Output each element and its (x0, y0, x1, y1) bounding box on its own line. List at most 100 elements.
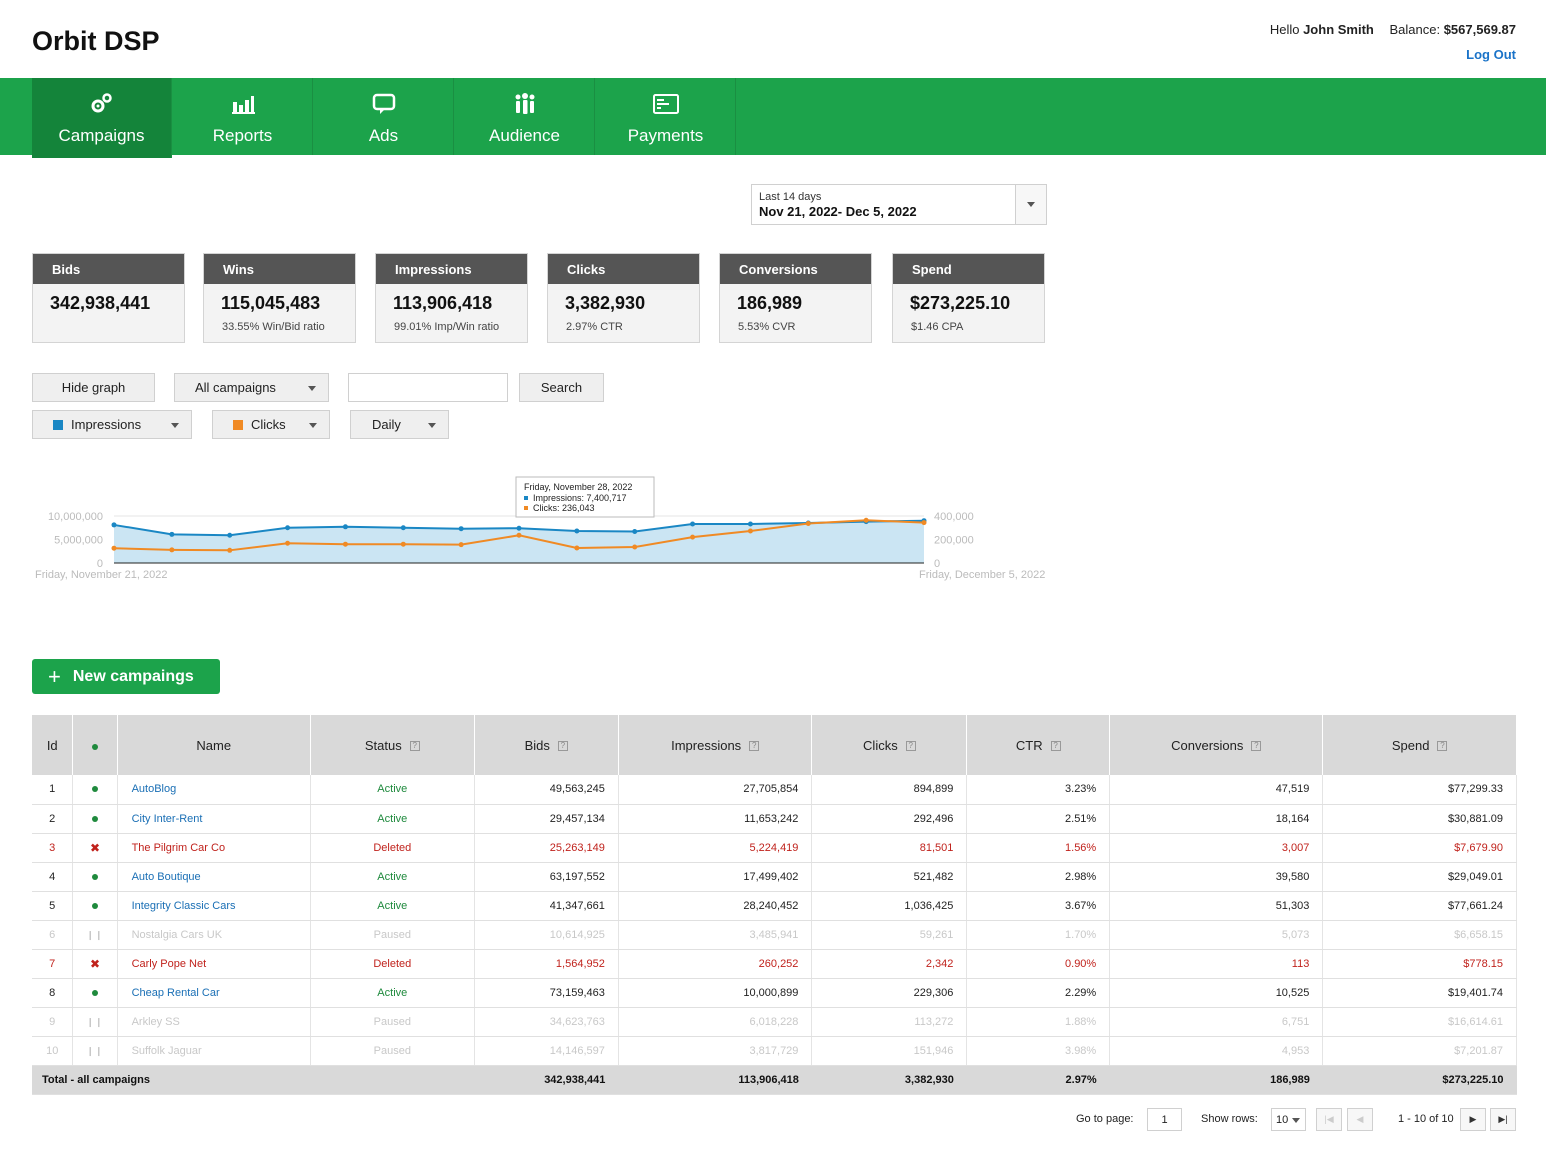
impressions-point[interactable] (169, 531, 175, 537)
nav-tab-payments[interactable]: Payments (596, 78, 736, 155)
search-input[interactable] (348, 373, 508, 402)
cell-name-link[interactable]: Carly Pope Net (117, 949, 311, 979)
table-row[interactable]: 10 ❙❙ Suffolk Jaguar Paused 14,146,597 3,817,… (32, 1036, 1517, 1066)
cell-name-link[interactable]: City Inter-Rent (117, 804, 311, 834)
goto-page-input[interactable]: 1 (1147, 1108, 1182, 1131)
clicks-point[interactable] (690, 534, 696, 540)
cell-name-link[interactable]: The Pilgrim Car Co (117, 833, 311, 863)
col-clicks[interactable]: Clicks? (811, 715, 968, 775)
clicks-point[interactable] (747, 528, 753, 534)
col-ctr[interactable]: CTR? (966, 715, 1111, 775)
table-row[interactable]: 8 Cheap Rental Car Active 73,159,463 10,000,… (32, 978, 1517, 1008)
rows-per-page-select[interactable]: 10 (1271, 1108, 1306, 1131)
cell-state[interactable] (72, 862, 118, 892)
prev-page-button[interactable]: ◀ (1347, 1108, 1373, 1131)
first-page-button[interactable]: |◀ (1316, 1108, 1342, 1131)
cell-state[interactable] (72, 978, 118, 1008)
help-icon[interactable]: ? (749, 741, 760, 752)
clicks-point[interactable] (458, 542, 464, 548)
hide-graph-button[interactable]: Hide graph (32, 373, 155, 402)
campaign-filter-select[interactable]: All campaigns (174, 373, 329, 402)
clicks-point[interactable] (921, 520, 927, 526)
cell-name-link[interactable]: Nostalgia Cars UK (117, 920, 311, 950)
col-state[interactable] (72, 715, 118, 775)
y-right-tick-label: 0 (934, 558, 940, 570)
impressions-point[interactable] (747, 521, 753, 527)
table-row[interactable]: 3 ✖ The Pilgrim Car Co Deleted 25,263,149 5,2… (32, 833, 1517, 863)
table-row[interactable]: 9 ❙❙ Arkley SS Paused 34,623,763 6,018,228 113… (32, 1007, 1517, 1037)
help-icon[interactable]: ? (1050, 741, 1061, 752)
cell-name-link[interactable]: Arkley SS (117, 1007, 311, 1037)
granularity-select[interactable]: Daily (350, 410, 449, 439)
impressions-point[interactable] (342, 524, 348, 530)
cell-name-link[interactable]: Auto Boutique (117, 862, 311, 892)
cell-state[interactable]: ❙❙ (72, 920, 118, 950)
new-campaign-button[interactable]: + New campaings (32, 659, 220, 694)
impressions-point[interactable] (632, 529, 638, 535)
cell-name-link[interactable]: Suffolk Jaguar (117, 1036, 311, 1066)
impressions-point[interactable] (400, 525, 406, 531)
cell-name-link[interactable]: Integrity Classic Cars (117, 891, 311, 921)
cell-state[interactable] (72, 775, 118, 805)
metric1-select[interactable]: Impressions (32, 410, 192, 439)
help-icon[interactable]: ? (1251, 741, 1262, 752)
search-button[interactable]: Search (519, 373, 604, 402)
table-row[interactable]: 4 Auto Boutique Active 63,197,552 17,499,402… (32, 862, 1517, 892)
help-icon[interactable]: ? (905, 741, 916, 752)
impressions-point[interactable] (458, 526, 464, 532)
cell-state[interactable]: ✖ (72, 949, 118, 979)
clicks-point[interactable] (227, 547, 233, 553)
impressions-point[interactable] (516, 525, 522, 531)
col-status[interactable]: Status? (310, 715, 475, 775)
table-row[interactable]: 1 AutoBlog Active 49,563,245 27,705,854 894,8… (32, 775, 1517, 805)
nav-tab-reports[interactable]: Reports (173, 78, 313, 155)
help-icon[interactable]: ? (1437, 741, 1448, 752)
col-conversions[interactable]: Conversions? (1109, 715, 1324, 775)
metric2-select[interactable]: Clicks (212, 410, 330, 439)
table-row[interactable]: 7 ✖ Carly Pope Net Deleted 1,564,952 260,252 2… (32, 949, 1517, 979)
last-page-button[interactable]: ▶| (1490, 1108, 1516, 1131)
help-icon[interactable]: ? (409, 741, 420, 752)
clicks-point[interactable] (516, 532, 522, 538)
next-page-button[interactable]: ▶ (1460, 1108, 1486, 1131)
chevron-down-icon (1027, 202, 1035, 207)
clicks-point[interactable] (574, 545, 580, 551)
col-bids[interactable]: Bids? (474, 715, 619, 775)
help-icon[interactable]: ? (557, 741, 568, 752)
clicks-point[interactable] (400, 541, 406, 547)
table-row[interactable]: 5 Integrity Classic Cars Active 41,347,661 2… (32, 891, 1517, 921)
impressions-point[interactable] (111, 522, 117, 528)
clicks-point[interactable] (632, 544, 638, 550)
col-impressions[interactable]: Impressions? (618, 715, 813, 775)
table-row[interactable]: 6 ❙❙ Nostalgia Cars UK Paused 10,614,925 3,48… (32, 920, 1517, 950)
clicks-point[interactable] (863, 517, 869, 523)
performance-chart[interactable]: 10,000,000 5,000,000 0 400,000 200,000 0 Frid… (0, 470, 1100, 600)
impressions-point[interactable] (574, 528, 580, 534)
nav-tab-campaigns[interactable]: Campaigns (32, 78, 172, 158)
col-spend[interactable]: Spend? (1322, 715, 1517, 775)
clicks-point[interactable] (805, 521, 811, 527)
cell-state[interactable]: ❙❙ (72, 1007, 118, 1037)
cell-state[interactable]: ✖ (72, 833, 118, 863)
clicks-point[interactable] (169, 547, 175, 553)
impressions-point[interactable] (227, 532, 233, 538)
clicks-point[interactable] (111, 545, 117, 551)
cell-state[interactable] (72, 891, 118, 921)
nav-tab-audience[interactable]: Audience (455, 78, 595, 155)
date-dropdown-button[interactable] (1015, 185, 1046, 224)
nav-tab-ads[interactable]: Ads (314, 78, 454, 155)
cell-state[interactable] (72, 804, 118, 834)
clicks-point[interactable] (285, 540, 291, 546)
cell-name-link[interactable]: AutoBlog (117, 775, 311, 805)
cell-name-link[interactable]: Cheap Rental Car (117, 978, 311, 1008)
date-range-picker[interactable]: Last 14 days Nov 21, 2022- Dec 5, 2022 (751, 184, 1047, 225)
table-row[interactable]: 2 City Inter-Rent Active 29,457,134 11,653,2… (32, 804, 1517, 834)
logout-link[interactable]: Log Out (1466, 47, 1516, 62)
col-id[interactable]: Id (32, 715, 74, 775)
cell-state[interactable]: ❙❙ (72, 1036, 118, 1066)
col-name[interactable]: Name (117, 715, 311, 775)
impressions-point[interactable] (285, 525, 291, 531)
tooltip-clk-swatch (524, 506, 528, 510)
clicks-point[interactable] (342, 541, 348, 547)
impressions-point[interactable] (690, 521, 696, 527)
